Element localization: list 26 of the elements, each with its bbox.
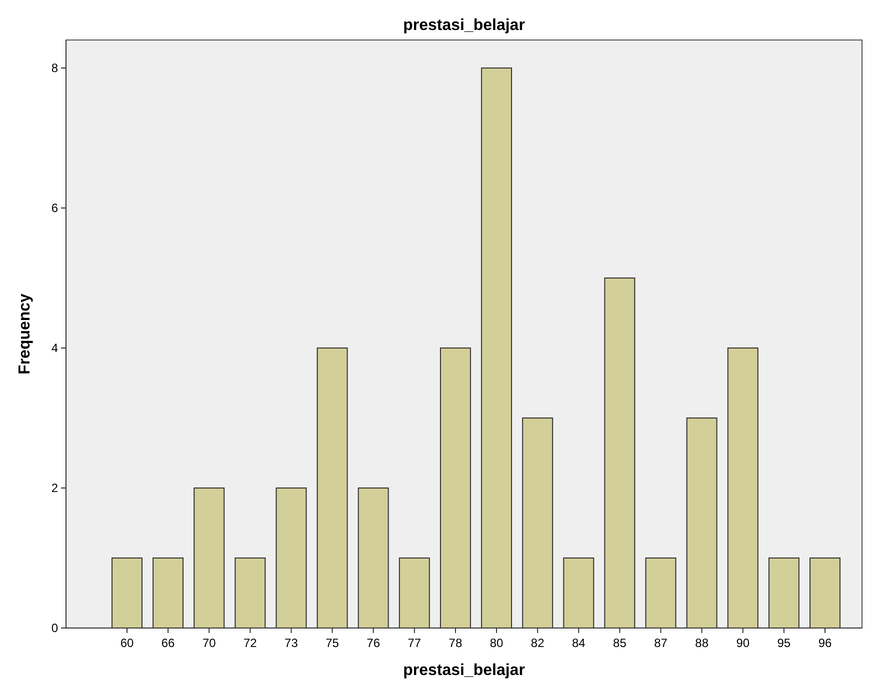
x-tick-label: 66 xyxy=(161,636,176,650)
x-tick-label: 90 xyxy=(736,636,750,650)
x-tick-label: 76 xyxy=(366,636,380,650)
chart-title: prestasi_belajar xyxy=(403,17,525,34)
x-tick-label: 95 xyxy=(777,636,791,650)
x-tick-label: 80 xyxy=(490,636,504,650)
y-axis-title: Frequency xyxy=(16,293,34,374)
y-tick-label: 8 xyxy=(51,61,58,76)
x-tick-label: 73 xyxy=(284,636,298,650)
x-tick-label: 60 xyxy=(120,636,134,650)
x-tick-label: 77 xyxy=(408,636,422,650)
x-tick-label: 85 xyxy=(613,636,627,650)
y-tick-label: 0 xyxy=(51,621,58,636)
x-tick-label: 96 xyxy=(818,636,832,650)
x-axis-title: prestasi_belajar xyxy=(403,662,525,679)
x-tick-label: 87 xyxy=(654,636,668,650)
x-tick-label: 82 xyxy=(530,636,545,650)
x-tick-label: 70 xyxy=(202,636,216,650)
y-tick-label: 4 xyxy=(51,341,58,356)
x-tick-label: 72 xyxy=(243,636,258,650)
y-tick-label: 2 xyxy=(51,481,58,496)
x-tick-label: 75 xyxy=(326,636,340,650)
x-tick-label: 88 xyxy=(695,636,709,650)
x-tick-label: 84 xyxy=(572,636,586,650)
y-tick-label: 6 xyxy=(51,201,58,216)
x-tick-label: 78 xyxy=(448,636,462,650)
